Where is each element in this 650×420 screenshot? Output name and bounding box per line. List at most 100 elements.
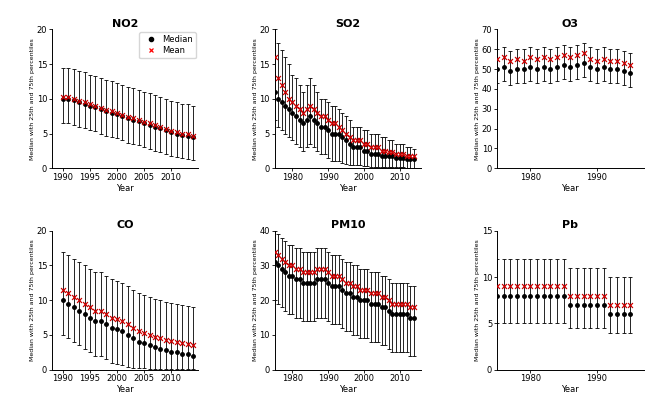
Point (618, 302, 629, 308)
Point (172, 339, 182, 345)
Point (599, 292, 609, 299)
Point (612, 58, 622, 65)
Point (402, 300, 412, 307)
Point (177, 340, 187, 346)
Y-axis label: Median with 25th and 75th percentiles: Median with 25th and 75th percentiles (475, 239, 480, 361)
Point (355, 286, 365, 293)
Point (166, 338, 177, 344)
Point (74, 97, 85, 104)
Point (565, 292, 575, 299)
Point (333, 123, 344, 130)
Point (545, 56, 556, 63)
Point (384, 149, 394, 156)
Point (585, 292, 595, 299)
Point (366, 290, 376, 297)
Point (166, 127, 177, 134)
Point (578, 292, 589, 299)
Point (323, 269, 333, 276)
Point (359, 286, 369, 293)
Point (409, 153, 419, 160)
Point (572, 292, 582, 299)
Point (612, 302, 622, 308)
Point (512, 56, 522, 63)
Point (101, 311, 111, 318)
Point (505, 58, 515, 65)
Point (280, 89, 291, 95)
Point (625, 62, 636, 68)
Point (337, 127, 348, 134)
Point (117, 318, 127, 324)
Legend: Median, Mean: Median, Mean (139, 32, 196, 58)
Point (90, 102, 101, 109)
Point (123, 113, 133, 120)
Point (96, 307, 106, 314)
Point (183, 341, 193, 347)
Point (316, 113, 326, 120)
X-axis label: Year: Year (116, 385, 134, 394)
Point (341, 130, 351, 137)
Point (525, 54, 536, 60)
Point (188, 342, 198, 349)
Point (376, 293, 387, 300)
Point (319, 113, 330, 120)
Point (302, 106, 312, 113)
Point (599, 56, 609, 63)
Point (79, 99, 90, 106)
Point (558, 283, 569, 290)
Point (519, 283, 529, 290)
Point (499, 283, 509, 290)
Point (525, 283, 536, 290)
Point (552, 54, 562, 60)
Point (337, 276, 348, 283)
Point (395, 300, 405, 307)
Point (373, 144, 384, 151)
Y-axis label: Median with 25th and 75th percentiles: Median with 25th and 75th percentiles (31, 38, 35, 160)
Point (269, 248, 280, 255)
Point (398, 300, 408, 307)
Point (96, 105, 106, 111)
Point (373, 290, 384, 297)
Title: O3: O3 (562, 18, 578, 29)
Point (398, 151, 408, 158)
X-axis label: Year: Year (116, 184, 134, 192)
Point (380, 147, 391, 154)
Point (532, 56, 542, 63)
Point (572, 52, 582, 58)
Point (84, 304, 95, 310)
Point (605, 58, 616, 65)
Point (68, 95, 79, 102)
Point (333, 273, 344, 279)
Point (84, 101, 95, 108)
Point (344, 134, 355, 140)
Point (74, 297, 85, 304)
Point (578, 50, 589, 57)
Point (298, 109, 308, 116)
Point (344, 279, 355, 286)
Point (341, 279, 351, 286)
Point (128, 325, 138, 331)
Point (376, 147, 387, 154)
Point (565, 54, 575, 60)
Point (112, 315, 122, 322)
Point (405, 304, 415, 310)
Point (499, 54, 509, 60)
Point (352, 137, 362, 144)
Point (90, 307, 101, 314)
Y-axis label: Median with 25th and 75th percentiles: Median with 25th and 75th percentiles (253, 239, 257, 361)
X-axis label: Year: Year (562, 385, 579, 394)
Point (330, 273, 341, 279)
Point (605, 302, 616, 308)
Point (326, 120, 337, 126)
Point (117, 111, 127, 118)
Point (387, 300, 398, 307)
Point (369, 144, 380, 151)
Point (133, 328, 144, 335)
Point (144, 331, 155, 338)
Point (273, 252, 283, 258)
Y-axis label: Median with 25th and 75th percentiles: Median with 25th and 75th percentiles (253, 38, 258, 160)
Point (348, 137, 358, 144)
X-axis label: Year: Year (562, 184, 579, 192)
Point (326, 273, 337, 279)
Point (312, 109, 322, 116)
Point (618, 60, 629, 66)
